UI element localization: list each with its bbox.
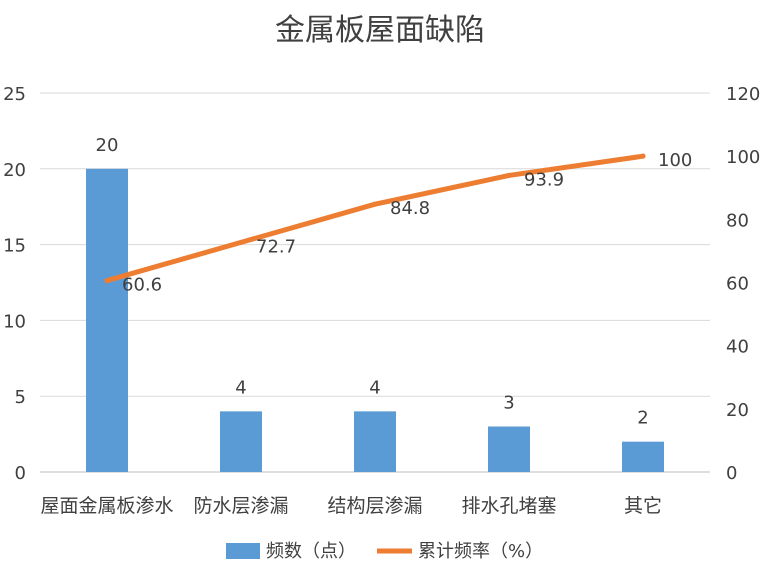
bar bbox=[354, 411, 396, 472]
left-axis: 0 5 10 15 20 25 bbox=[3, 84, 26, 484]
line-point bbox=[372, 201, 378, 207]
bar-data-label: 4 bbox=[369, 377, 380, 398]
bar bbox=[488, 426, 530, 472]
bar-data-label: 3 bbox=[503, 393, 514, 414]
line-point bbox=[640, 153, 646, 159]
line-point bbox=[506, 172, 512, 178]
bar bbox=[220, 411, 262, 472]
bar-data-label: 4 bbox=[235, 377, 246, 398]
left-tick-label: 10 bbox=[3, 311, 26, 332]
line-point bbox=[104, 278, 110, 284]
line-data-label: 84.8 bbox=[390, 198, 430, 219]
line-data-label: 60.6 bbox=[122, 275, 162, 296]
right-tick-label: 60 bbox=[726, 274, 749, 295]
cumulative-line: 60.6 72.7 84.8 93.9 100 bbox=[104, 150, 692, 296]
left-tick-label: 25 bbox=[3, 84, 26, 105]
line-point bbox=[238, 239, 244, 245]
legend-bar-label: 频数（点） bbox=[266, 541, 356, 562]
gridlines bbox=[40, 92, 710, 473]
category-labels: 屋面金属板渗水 防水层渗漏 结构层渗漏 排水孔堵塞 其它 bbox=[40, 495, 662, 517]
bars: 20 4 4 3 2 bbox=[86, 135, 664, 473]
right-tick-label: 0 bbox=[726, 463, 737, 484]
legend-bar-swatch bbox=[226, 543, 260, 559]
left-tick-label: 0 bbox=[15, 463, 26, 484]
left-tick-label: 15 bbox=[3, 236, 26, 257]
category-label: 排水孔堵塞 bbox=[461, 495, 556, 517]
right-tick-label: 120 bbox=[726, 84, 760, 105]
category-label: 屋面金属板渗水 bbox=[40, 495, 173, 517]
line-data-label: 100 bbox=[658, 150, 692, 171]
right-tick-label: 20 bbox=[726, 400, 749, 421]
right-tick-label: 80 bbox=[726, 210, 749, 231]
right-axis: 0 20 40 60 80 100 120 bbox=[726, 84, 760, 484]
left-tick-label: 20 bbox=[3, 160, 26, 181]
right-tick-label: 40 bbox=[726, 337, 749, 358]
category-label: 结构层渗漏 bbox=[327, 495, 422, 517]
chart-title: 金属板屋面缺陷 bbox=[275, 13, 485, 48]
left-tick-label: 5 bbox=[15, 387, 26, 408]
category-label: 防水层渗漏 bbox=[193, 495, 288, 517]
right-tick-label: 100 bbox=[726, 147, 760, 168]
line-data-label: 72.7 bbox=[256, 236, 296, 257]
bar-data-label: 20 bbox=[96, 135, 119, 156]
category-label: 其它 bbox=[624, 495, 662, 517]
bar bbox=[86, 168, 128, 473]
bar bbox=[622, 441, 664, 472]
legend-line-label: 累计频率（%） bbox=[418, 541, 543, 562]
bar-data-label: 2 bbox=[637, 408, 648, 429]
line-data-label: 93.9 bbox=[524, 169, 564, 190]
legend: 频数（点） 累计频率（%） bbox=[226, 541, 543, 562]
